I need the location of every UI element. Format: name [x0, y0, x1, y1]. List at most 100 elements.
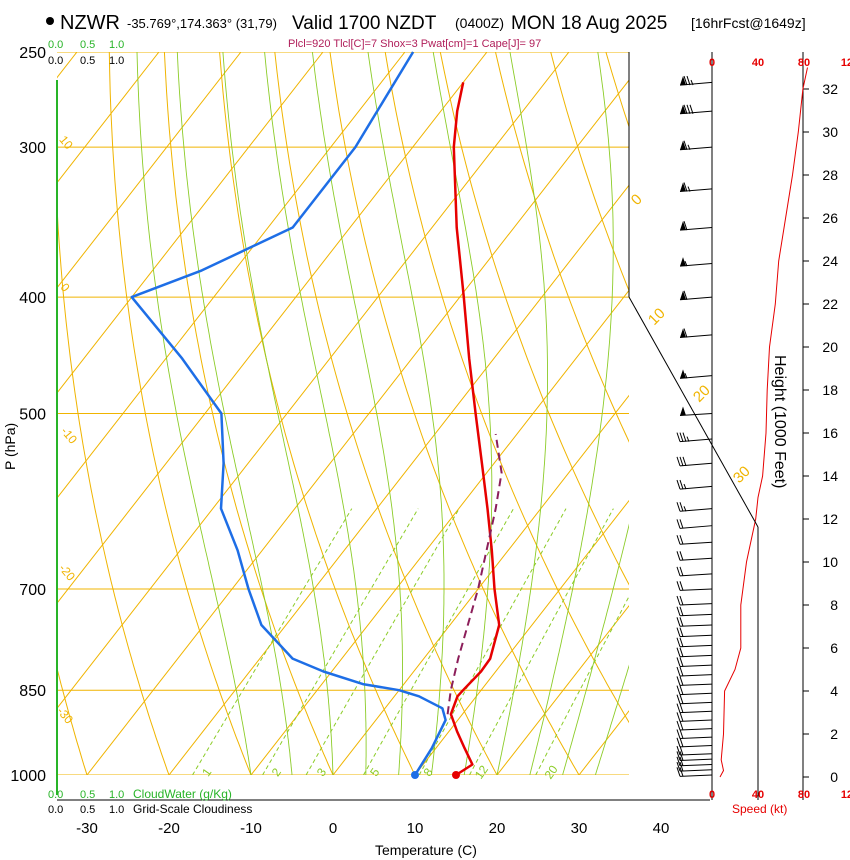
x-tick-label: -10 — [240, 820, 262, 837]
speed-tick-top: 0 — [709, 57, 715, 69]
height-tick-label: 10 — [822, 554, 838, 570]
valid-date: MON 18 Aug 2025 — [511, 13, 667, 34]
speed-tick-top: 40 — [752, 57, 764, 69]
wind-barb — [676, 703, 713, 714]
dewpoint-trace — [130, 51, 447, 776]
dry-adiabat — [605, 52, 629, 129]
isotherm — [57, 52, 406, 499]
height-tick-label: 0 — [830, 769, 838, 785]
wind-full-barb — [679, 737, 684, 747]
dry-adiabat — [163, 52, 334, 775]
wind-full-barb — [679, 595, 684, 606]
wind-full-barb — [686, 75, 691, 86]
wind-full-barb — [676, 551, 681, 561]
wind-barb — [679, 406, 713, 417]
wind-staff — [679, 644, 713, 648]
wind-full-barb — [676, 535, 681, 545]
valid-time: Valid 1700 NZDT — [292, 13, 437, 34]
wind-staff — [679, 763, 713, 767]
wind-barb — [676, 745, 713, 756]
valid-zulu: (0400Z) — [455, 15, 504, 31]
wind-barb — [676, 432, 713, 443]
wind-full-barb — [676, 751, 681, 761]
wind-full-barb — [676, 745, 681, 756]
x-tick-label: 40 — [653, 820, 670, 837]
wind-barb — [676, 606, 713, 617]
wind-barb — [679, 221, 713, 231]
theta-label: 10 — [645, 305, 669, 329]
moist-adiabat — [496, 52, 548, 775]
wind-staff — [679, 654, 713, 658]
wind-barb — [679, 140, 713, 151]
pressure-tick-label: 1000 — [10, 768, 46, 785]
wind-full-barb — [683, 221, 688, 231]
wind-pennant — [680, 76, 686, 86]
height-tick-label: 28 — [822, 167, 838, 183]
wind-half-barb — [686, 436, 690, 442]
wind-half-barb — [683, 483, 687, 490]
wind-barb — [676, 551, 713, 561]
wind-barb — [676, 712, 713, 722]
wind-barb — [676, 647, 713, 658]
wind-full-barb — [676, 606, 681, 616]
wind-barb — [676, 685, 713, 696]
isotherm-label: -10 — [58, 424, 80, 447]
dry-adiabat — [439, 52, 629, 586]
wind-staff — [679, 588, 713, 591]
wind-staff — [679, 634, 713, 638]
mixing-ratio-line — [469, 508, 614, 775]
temperature-trace — [449, 82, 501, 777]
moist-adiabat — [529, 52, 614, 775]
wind-barbs — [676, 75, 713, 777]
wind-full-barb — [679, 729, 684, 739]
wind-staff — [679, 674, 713, 677]
mixing-ratio-line — [535, 595, 629, 775]
wind-half-barb — [684, 373, 688, 379]
x-tick-label: -20 — [158, 820, 180, 837]
wind-barb — [676, 456, 713, 467]
pressure-tick-label: 250 — [19, 45, 46, 62]
wind-barb — [679, 369, 713, 379]
wind-full-barb — [676, 627, 681, 637]
isotherm — [57, 52, 242, 289]
wind-half-barb — [684, 260, 688, 267]
isotherm-label: 10 — [56, 133, 76, 152]
wind-full-barb — [679, 519, 684, 529]
wind-full-barb — [676, 657, 681, 667]
wind-full-barb — [676, 479, 681, 490]
wind-full-barb — [676, 694, 681, 704]
wind-staff — [679, 541, 713, 545]
speed-tick-bottom: 0 — [709, 789, 715, 801]
wind-full-barb — [679, 685, 684, 695]
wind-pennant — [680, 221, 686, 231]
surface-dewpoint-marker — [411, 771, 419, 779]
station-id: NZWR — [60, 12, 120, 34]
wind-full-barb — [679, 647, 684, 657]
bottom-cloud-tick-1: 0.5 — [80, 789, 95, 801]
wind-staff — [679, 774, 713, 777]
wind-barb — [679, 182, 713, 193]
wind-staff — [679, 710, 713, 714]
isotherm — [168, 184, 629, 775]
wind-pennant — [680, 328, 686, 338]
wind-staff — [679, 603, 713, 606]
wind-staff — [679, 557, 713, 561]
height-tick-label: 16 — [822, 425, 838, 441]
wind-half-barb — [690, 79, 694, 86]
wind-full-barb — [679, 703, 684, 713]
wind-full-barb — [679, 627, 684, 637]
wind-pennant — [680, 369, 686, 379]
wind-full-barb — [679, 712, 684, 722]
dry-adiabat — [219, 52, 416, 775]
pressure-tick-label: 850 — [19, 683, 46, 700]
wind-full-barb — [676, 737, 681, 747]
wind-staff — [679, 736, 713, 739]
dry-adiabat — [384, 52, 629, 724]
wind-full-barb — [676, 581, 681, 591]
dry-adiabat — [108, 52, 252, 775]
height-tick-label: 14 — [822, 468, 838, 484]
wind-barb — [676, 767, 713, 777]
stability-params: Plcl=920 Tlcl[C]=7 Shox=3 Pwat[cm]=1 Cap… — [288, 38, 541, 50]
wind-full-barb — [683, 182, 688, 192]
height-tick-label: 22 — [822, 296, 838, 312]
